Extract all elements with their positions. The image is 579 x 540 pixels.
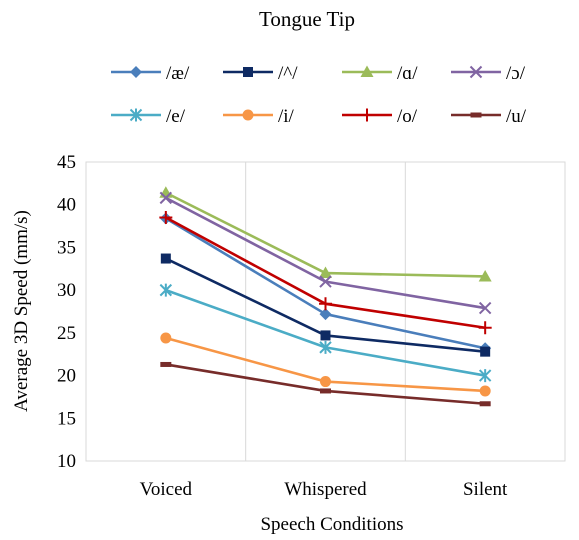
series (159, 191, 492, 315)
y-tick-label: 40 (57, 195, 76, 216)
data-point (320, 376, 331, 388)
y-tick-label: 45 (57, 152, 76, 173)
y-tick-label: 25 (57, 323, 76, 344)
plot-frame (85, 161, 566, 462)
x-tick-label: Voiced (140, 479, 193, 500)
legend-item: /^/ (223, 63, 298, 84)
data-point (479, 401, 491, 407)
x-axis-label: Speech Conditions (260, 514, 403, 535)
series (160, 332, 491, 397)
y-axis-label: Average 3D Speed (mm/s) (11, 210, 32, 412)
legend-item: /æ/ (111, 63, 190, 84)
legend: /æ/ /^/ /ɑ/ /ɔ/ /e/ /i/ /o/ /u/ (111, 63, 527, 127)
data-point (319, 297, 332, 311)
legend-marker (360, 108, 374, 122)
series (160, 253, 491, 357)
data-point (159, 191, 173, 205)
legend-marker (360, 65, 374, 77)
legend-marker (130, 66, 142, 78)
legend-marker (129, 108, 143, 122)
series-line (165, 191, 486, 278)
series (160, 361, 491, 407)
y-tick-label: 10 (57, 451, 76, 472)
legend-marker (469, 65, 483, 79)
data-point (320, 388, 331, 394)
legend-label: /ɔ/ (506, 63, 526, 84)
series-line (165, 196, 486, 310)
legend-label: /ɑ/ (397, 63, 418, 84)
legend-label: /^/ (278, 63, 298, 84)
legend-label: /u/ (506, 106, 527, 127)
data-point (319, 308, 332, 321)
data-point (319, 340, 332, 354)
y-tick-label: 35 (57, 237, 76, 258)
legend-item: /e/ (111, 106, 186, 127)
x-tick-label: Whispered (284, 479, 367, 500)
chart-title: Tongue Tip (259, 7, 355, 31)
legend-item: /ɔ/ (451, 63, 526, 84)
data-point (160, 361, 172, 367)
legend-marker (470, 112, 482, 118)
data-point (319, 275, 332, 288)
legend-item: /ɑ/ (342, 63, 418, 84)
legend-label: /e/ (166, 106, 186, 127)
data-point (478, 321, 492, 335)
data-point (478, 269, 492, 282)
data-point (479, 385, 491, 397)
legend-item: /i/ (223, 106, 295, 127)
legend-label: /i/ (278, 106, 295, 127)
series (159, 283, 492, 383)
legend-label: /æ/ (166, 63, 190, 84)
y-tick-label: 30 (57, 280, 76, 301)
data-point (478, 301, 492, 315)
data-point (160, 332, 172, 344)
data-point (480, 346, 491, 357)
legend-item: /o/ (342, 106, 418, 127)
legend-label: /o/ (397, 106, 418, 127)
data-point (320, 330, 331, 341)
data-point (160, 253, 171, 264)
y-tick-label: 15 (57, 408, 76, 429)
legend-item: /u/ (451, 106, 527, 127)
x-tick-label: Silent (463, 479, 508, 500)
series (159, 186, 492, 282)
data-point (159, 211, 173, 225)
data-point (478, 369, 492, 383)
legend-marker (243, 67, 253, 77)
series (159, 211, 492, 335)
series-line (165, 217, 486, 350)
data-point (319, 266, 332, 279)
y-tick-label: 20 (57, 366, 76, 387)
data-point (159, 283, 173, 297)
plot-area: 10 15 20 25 30 35 40 45 Voiced Whispered Silent (57, 152, 566, 500)
legend-marker (242, 109, 254, 121)
